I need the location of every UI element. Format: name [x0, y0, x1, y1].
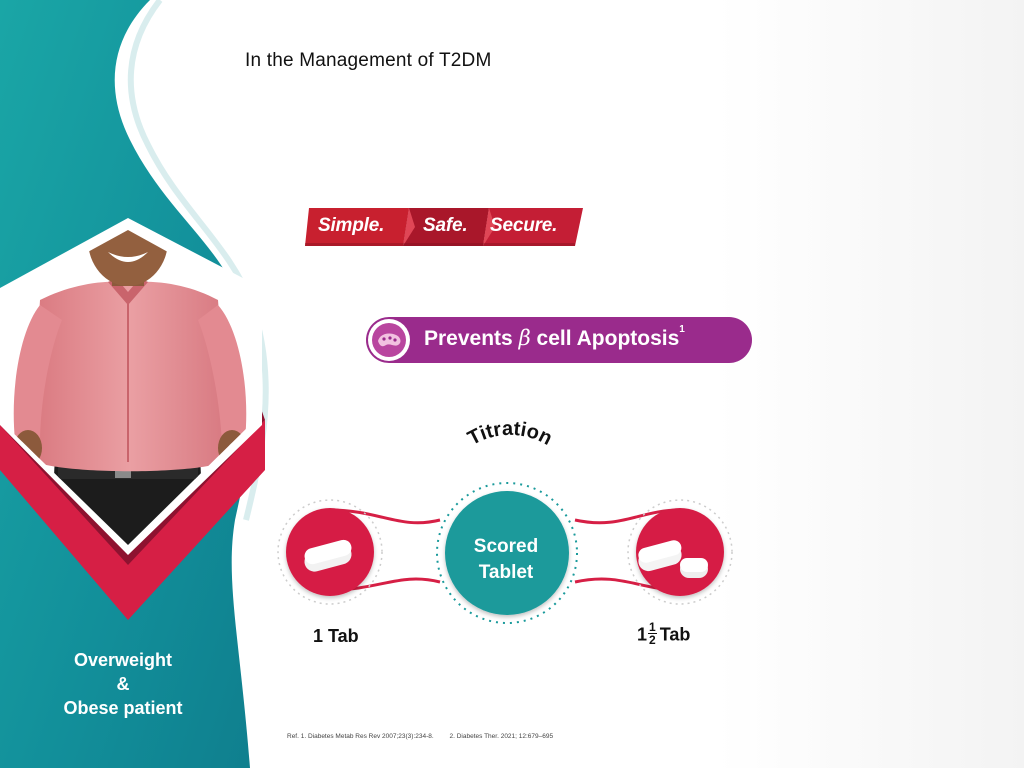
crimson-chevron-shadow	[0, 400, 265, 565]
reference-2: 2. Diabetes Ther. 2021; 12:679–695	[449, 733, 554, 740]
tagline-banner-shape	[305, 208, 583, 246]
apoptosis-prefix: Prevents	[424, 327, 519, 350]
right-unit: Tab	[659, 624, 691, 645]
pill-and-half-icon	[638, 540, 708, 578]
apoptosis-text: Prevents β cell Apoptosis1	[424, 324, 685, 351]
apoptosis-suffix: cell Apoptosis	[530, 327, 680, 350]
right-whole: 1	[637, 624, 648, 645]
scored-tablet-label: Scored Tablet	[440, 534, 572, 586]
scored-line1: Scored	[473, 536, 539, 557]
tagline-banner: Simple. Safe. Secure.	[305, 208, 583, 246]
patient-line3: Obese patient	[63, 698, 183, 718]
one-tab-label: 1 Tab	[313, 626, 359, 646]
left-circle-dots	[277, 499, 383, 605]
crimson-chevron	[0, 420, 265, 620]
patient-caption: Overweight & Obese patient	[30, 648, 216, 720]
tagline-secure: Secure.	[490, 215, 558, 236]
beta-symbol: β	[518, 326, 531, 350]
apoptosis-badge: Prevents β cell Apoptosis1	[366, 317, 752, 363]
pancreas-glyph	[372, 323, 406, 357]
titration-title: Titration	[464, 418, 555, 450]
center-circle-dots	[436, 482, 578, 624]
references: Ref. 1. Diabetes Metab Res Rev 2007;23(3…	[287, 733, 567, 740]
pancreas-icon	[368, 319, 410, 361]
one-half-tab-label: 1 1 2 Tab	[637, 621, 691, 648]
right-circle-dots	[627, 499, 733, 605]
patient-line2: &	[116, 674, 130, 694]
patient-line1: Overweight	[73, 650, 173, 670]
tagline-simple: Simple.	[318, 215, 385, 236]
fraction-den: 2	[649, 633, 656, 647]
scored-line2: Tablet	[478, 562, 534, 583]
reference-1: Ref. 1. Diabetes Metab Res Rev 2007;23(3…	[287, 733, 434, 740]
page-title: In the Management of T2DM	[245, 50, 492, 71]
tagline-safe: Safe.	[423, 215, 468, 236]
center-circle	[445, 491, 569, 615]
fraction-num: 1	[648, 620, 657, 634]
pill-icon	[304, 539, 352, 572]
ref-mark: 1	[679, 324, 685, 335]
